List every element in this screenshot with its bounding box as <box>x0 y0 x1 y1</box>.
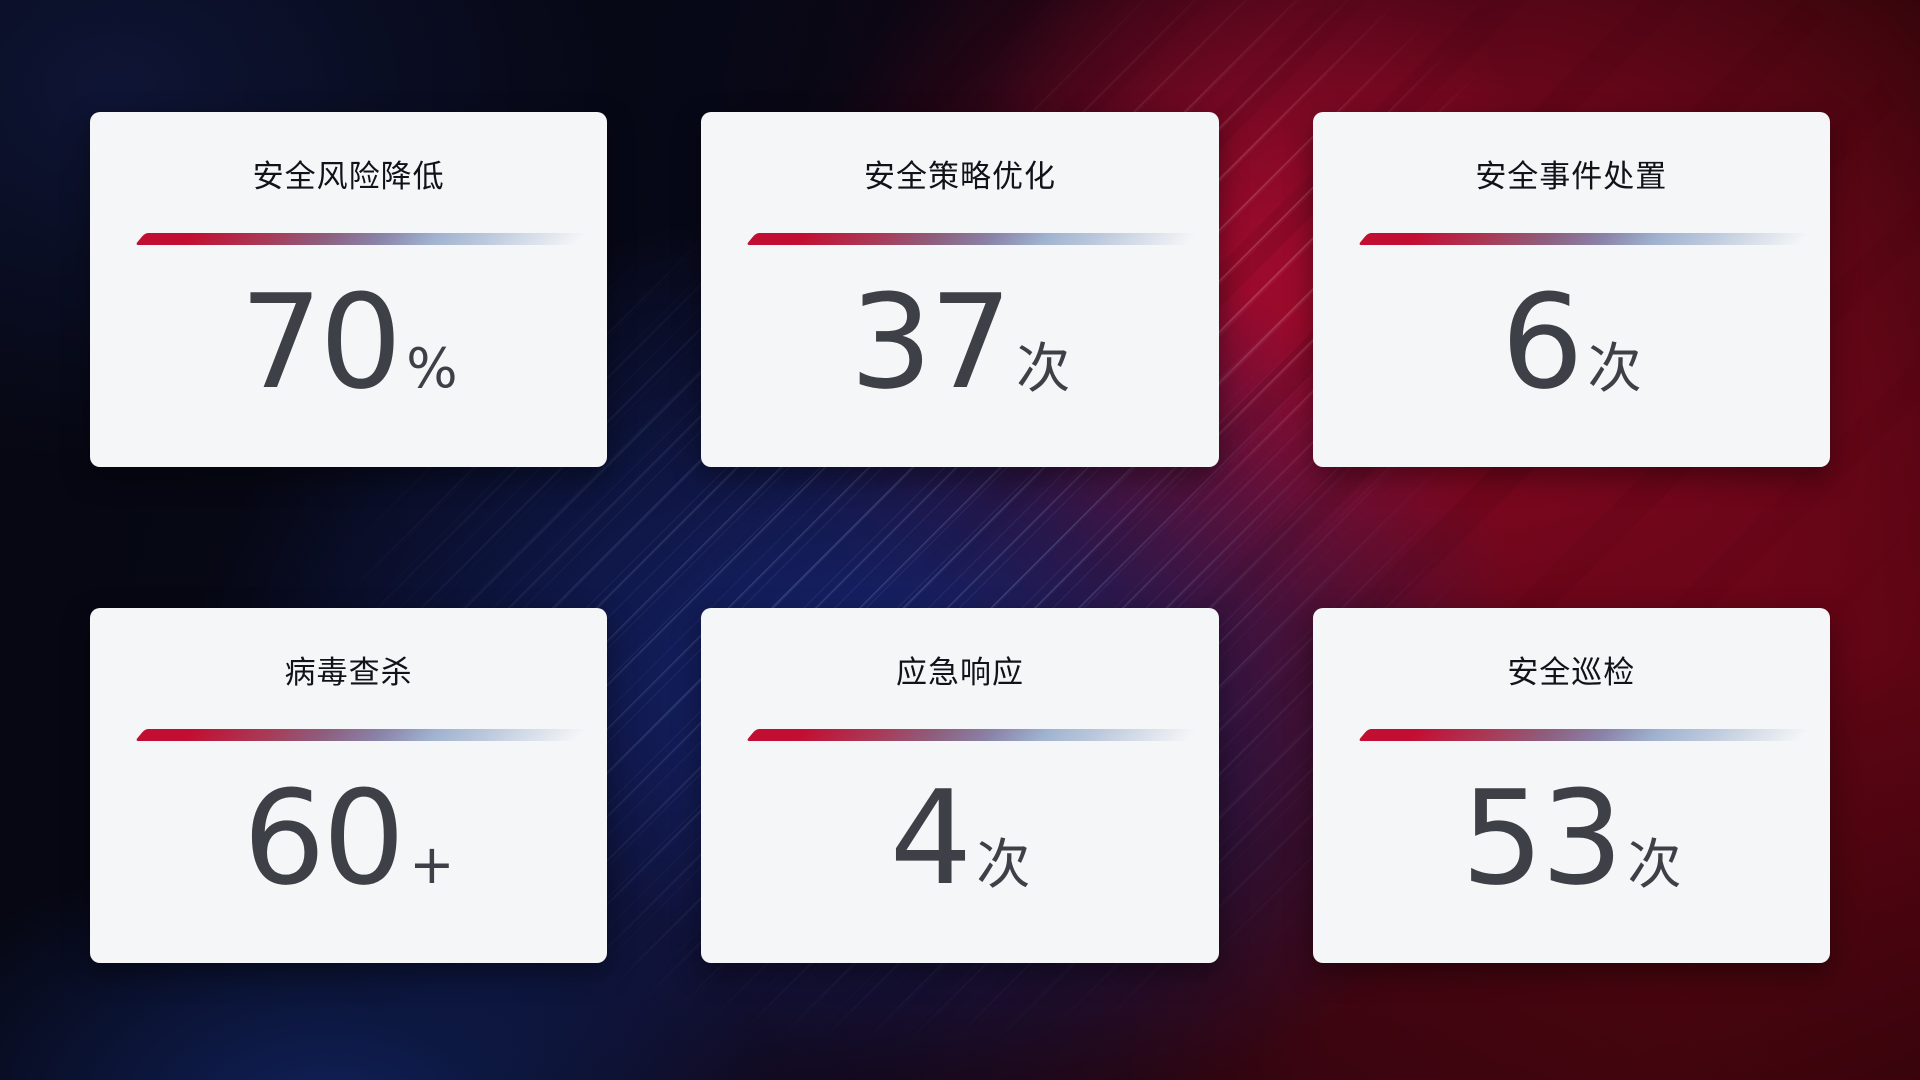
stat-value: 70 <box>239 266 402 419</box>
stat-unit: 次 <box>1587 337 1642 401</box>
card-title: 安全巡检 <box>1507 655 1636 690</box>
stat-value: 4 <box>889 762 973 915</box>
gradient-divider <box>1357 729 1820 742</box>
gradient-divider <box>134 233 597 246</box>
stat-card-policy-optimization: 安全策略优化 37 次 <box>701 112 1219 467</box>
stat-card-risk-reduction: 安全风险降低 70 % <box>90 112 608 467</box>
card-title: 安全事件处置 <box>1475 159 1668 194</box>
stat-card-virus-scan: 病毒查杀 60 + <box>90 608 608 963</box>
gradient-divider <box>1357 233 1820 246</box>
stat-unit: 次 <box>1627 833 1682 897</box>
stat-value-row: 60 + <box>90 773 607 903</box>
stat-card-emergency-response: 应急响应 4 次 <box>701 608 1219 963</box>
stat-unit: % <box>406 337 458 401</box>
stat-value-row: 37 次 <box>701 277 1218 407</box>
stat-value: 60 <box>242 762 405 915</box>
gradient-divider <box>746 729 1208 742</box>
stat-card-incident-handling: 安全事件处置 6 次 <box>1312 112 1830 467</box>
card-title: 应急响应 <box>895 655 1024 690</box>
stat-value-row: 6 次 <box>1313 277 1830 407</box>
stat-card-security-inspection: 安全巡检 53 次 <box>1312 608 1830 963</box>
stat-card-grid: 安全风险降低 70 % 安全策略优化 37 次 安全事件处置 6 次 病毒查杀 … <box>90 112 1830 963</box>
stat-unit: 次 <box>976 833 1031 897</box>
stat-value: 6 <box>1500 266 1584 419</box>
stat-value-row: 4 次 <box>701 773 1218 903</box>
card-title: 安全风险降低 <box>252 159 445 194</box>
gradient-divider <box>746 233 1208 246</box>
stat-unit: 次 <box>1016 337 1071 401</box>
stat-value: 53 <box>1461 762 1623 915</box>
gradient-divider <box>134 729 597 742</box>
stat-value-row: 53 次 <box>1313 773 1830 903</box>
card-title: 安全策略优化 <box>863 159 1056 194</box>
stat-value-row: 70 % <box>90 277 607 407</box>
stat-unit: + <box>409 833 455 897</box>
stat-value: 37 <box>849 266 1012 419</box>
card-title: 病毒查杀 <box>284 655 413 690</box>
